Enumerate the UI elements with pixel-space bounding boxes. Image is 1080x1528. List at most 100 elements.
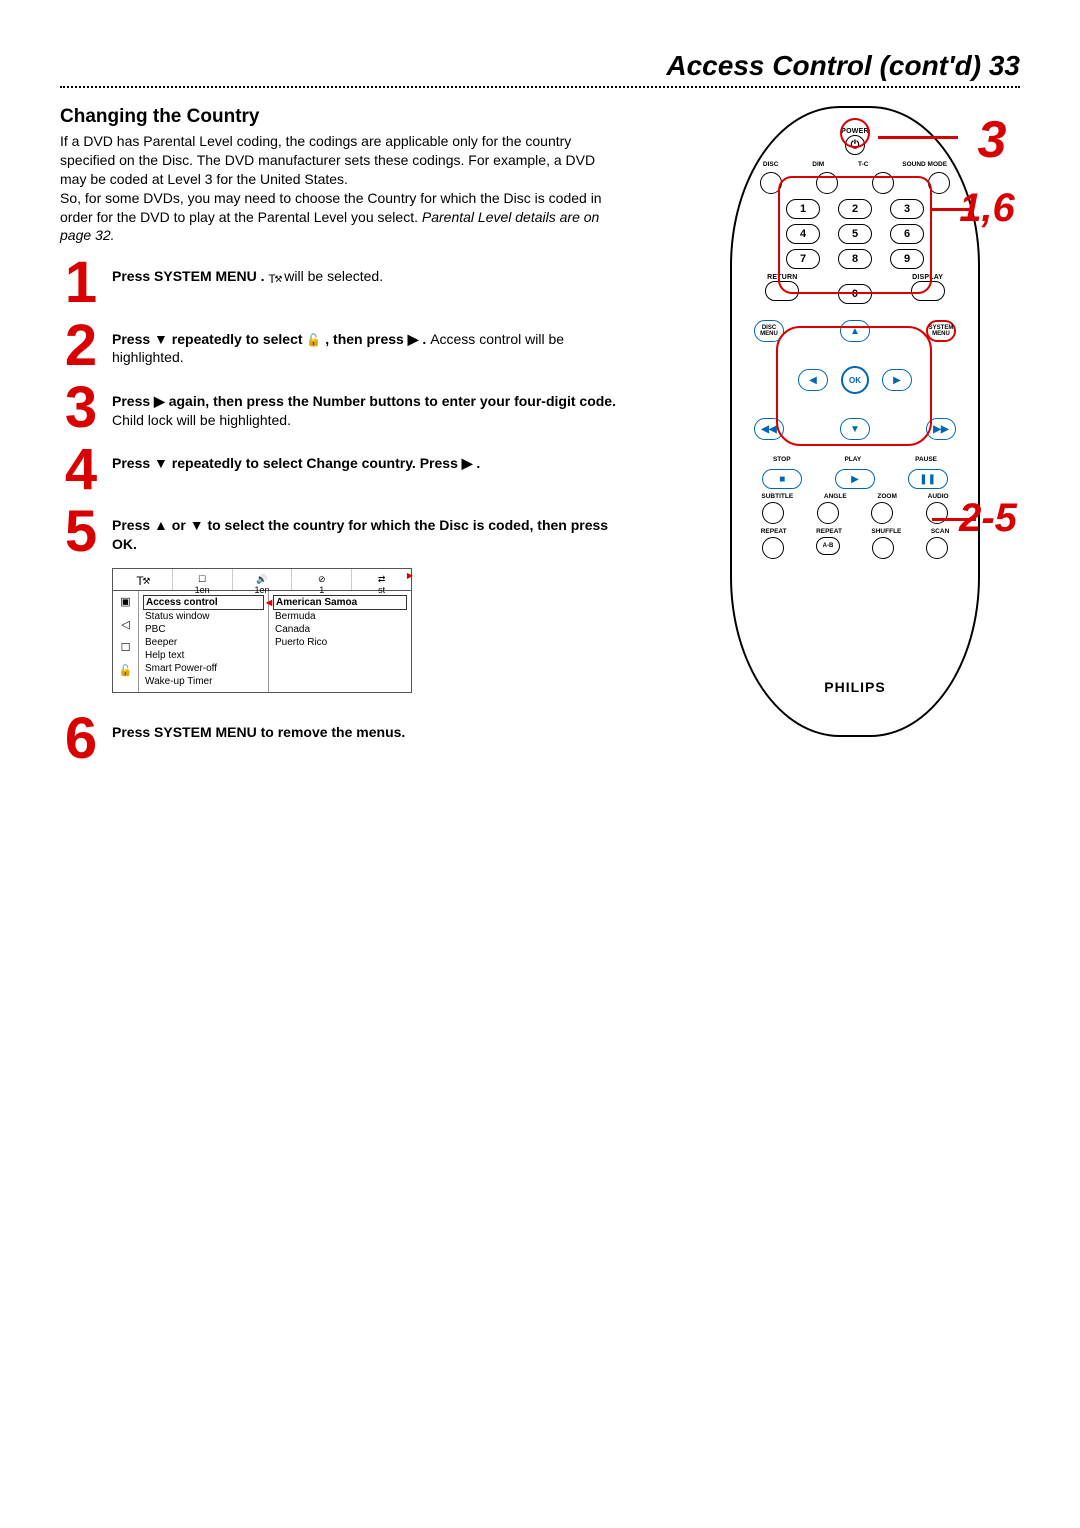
osd-top-5: ⇄st [352,569,411,590]
s6-a: Press SYSTEM MENU to remove the menus. [112,724,405,740]
picture-icon: ▣ [120,595,130,608]
down-arrow-icon [154,331,168,347]
zoom-button[interactable] [871,502,893,524]
step-num-3: 3 [60,382,102,434]
transport-row: ■ ▶ ❚❚ [746,469,964,489]
osd-list-item: Access control [143,595,264,610]
osd-value-item: Canada [273,623,407,636]
stop-label: STOP [773,456,791,463]
brand-label: PHILIPS [746,679,964,695]
osd-list-item: Help text [143,649,264,662]
zoom-label: ZOOM [877,493,897,500]
osd-list-item: Beeper [143,636,264,649]
settings-icon [268,271,280,285]
osd-list: Access control Status window PBC Beeper … [139,591,269,692]
pause-button[interactable]: ❚❚ [908,469,948,489]
angle-button[interactable] [817,502,839,524]
callout-ring-power [840,118,870,148]
stop-button[interactable]: ■ [762,469,802,489]
osd-list-item: Wake-up Timer [143,675,264,688]
sub-row-2: A-B [746,537,964,559]
remote-control: 3 1,6 2-5 POWER ⏻ DISC DIM T-C SOUND MOD… [730,106,980,737]
s3-c: Child lock will be highlighted. [112,412,291,428]
step-2: 2 Press repeatedly to select , then pres… [60,320,660,372]
top-labels: DISC DIM T-C SOUND MODE [746,161,964,168]
lock-icon [306,331,321,347]
right-arrow-icon [154,393,165,409]
play-label: PLAY [844,456,861,463]
speech-icon: ☐ [121,641,131,654]
step-num-4: 4 [60,444,102,496]
s1-b: will be selected. [284,268,383,284]
step-4: 4 Press repeatedly to select Change coun… [60,444,660,496]
osd-top-5-text: st [378,585,385,595]
step-num-2: 2 [60,320,102,372]
sub-labels-1: SUBTITLE ANGLE ZOOM AUDIO [746,493,964,500]
step-text-5: Press or to select the country for which… [112,506,632,554]
osd-top-3: 🔊1en [233,569,293,590]
system-menu-button[interactable]: SYSTEMMENU [926,320,956,342]
s2-a: Press [112,331,154,347]
subtitle-label: SUBTITLE [761,493,793,500]
down-arrow-icon [190,517,204,533]
osd-values: American Samoa Bermuda Canada Puerto Ric… [269,591,411,692]
step-text-4: Press repeatedly to select Change countr… [112,444,480,473]
step-num-6: 6 [60,713,102,765]
osd-screenshot: ☐1en 🔊1en ⊘1 ⇄st ▣ ◁ ☐ 🔓 Access control … [112,568,412,693]
osd-top-4: ⊘1 [292,569,352,590]
settings-icon [136,574,148,588]
callout-line [878,136,958,139]
down-arrow-icon [154,455,168,471]
page-header: Access Control (cont'd) 33 [60,50,1020,82]
callout-16: 1,6 [942,182,1032,234]
s2-c: , then press [325,331,407,347]
osd-list-item: PBC [143,623,264,636]
disc-label: DISC [763,161,779,168]
soundmode-label: SOUND MODE [902,161,947,168]
s5-b: or [172,517,190,533]
repeat-label: REPEAT [761,528,787,535]
section-title: Changing the Country [60,106,660,128]
callout-ring-nav [776,326,932,446]
sound-icon: ◁ [121,618,129,631]
callout-ring-numbers [778,176,932,294]
s4-a: Press [112,455,154,471]
transport-labels: STOP PLAY PAUSE [746,456,964,463]
osd-list-item: Status window [143,610,264,623]
play-button[interactable]: ▶ [835,469,875,489]
callout-3: 3 [968,108,1016,172]
osd-top-1 [113,569,173,590]
osd-list-item: Smart Power-off [143,662,264,675]
step-3: 3 Press again, then press the Number but… [60,382,660,434]
s4-b: repeatedly to select Change country. Pre… [172,455,462,471]
step-text-6: Press SYSTEM MENU to remove the menus. [112,713,405,742]
shuffle-button[interactable] [872,537,894,559]
intro-p1: If a DVD has Parental Level coding, the … [60,133,595,187]
repeat-button[interactable] [762,537,784,559]
sub-row-1 [746,502,964,524]
divider [60,86,1020,88]
lock-icon: 🔓 [119,664,133,677]
content: Changing the Country If a DVD has Parent… [60,106,1020,775]
osd-value-item: American Samoa [273,595,407,610]
step-1: 1 Press SYSTEM MENU . will be selected. [60,257,660,309]
repeat-ab-button[interactable]: A-B [816,537,840,555]
osd-top-row: ☐1en 🔊1en ⊘1 ⇄st [113,569,411,591]
step-6: 6 Press SYSTEM MENU to remove the menus. [60,713,660,765]
subtitle-button[interactable] [762,502,784,524]
dim-label: DIM [812,161,824,168]
osd-value-item: Bermuda [273,610,407,623]
right-arrow-icon [462,455,473,471]
right-arrow-icon [408,331,419,347]
step-num-1: 1 [60,257,102,309]
osd-value-item: Puerto Rico [273,636,407,649]
right-column: 3 1,6 2-5 POWER ⏻ DISC DIM T-C SOUND MOD… [690,106,1020,775]
s4-c: . [476,455,480,471]
osd-top-2: ☐1en [173,569,233,590]
tc-label: T-C [858,161,868,168]
s3-a: Press [112,393,154,409]
step-text-3: Press again, then press the Number butto… [112,382,632,430]
sub-labels-2: REPEAT REPEAT SHUFFLE SCAN [746,528,964,535]
s5-a: Press [112,517,154,533]
intro-text: If a DVD has Parental Level coding, the … [60,132,620,245]
